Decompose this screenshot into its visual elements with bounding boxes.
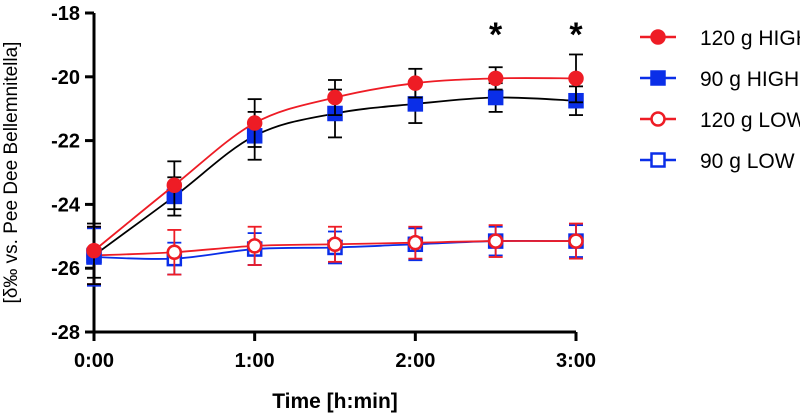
y-axis-title: [δ‰ vs. Pee Dee Bellemnitella] xyxy=(1,42,22,304)
y-tick-label: -22 xyxy=(51,131,80,153)
legend-item: 90 g HIGH xyxy=(640,68,799,91)
x-tick-label: 1:00 xyxy=(235,350,275,372)
legend-label: 120 g LOW xyxy=(700,109,800,132)
data-point xyxy=(407,75,424,91)
legend-item: 120 g HIGH xyxy=(640,27,800,50)
axes: -28 -26 -24 -22 -20 -18 0:00 1:00 2:00 3:00 xyxy=(51,3,596,372)
data-point xyxy=(246,238,263,254)
x-tick-label: 3:00 xyxy=(556,350,596,372)
legend-item: 90 g LOW xyxy=(640,150,795,173)
y-tick-label: -24 xyxy=(51,194,81,216)
data-point xyxy=(568,70,584,87)
data-point xyxy=(407,234,424,251)
series-120-g-high xyxy=(86,53,584,279)
legend-item: 120 g LOW xyxy=(640,109,800,132)
x-axis-title: Time [h:min] xyxy=(272,390,398,413)
data-point xyxy=(407,96,424,112)
significance-marker: * xyxy=(489,16,503,54)
series-layer: * * xyxy=(86,16,584,287)
data-point xyxy=(568,233,584,249)
x-tick-label: 0:00 xyxy=(74,350,114,372)
data-point xyxy=(166,244,183,260)
legend-marker xyxy=(650,152,666,168)
y-tick-label: -26 xyxy=(51,258,80,280)
y-tick-label: -20 xyxy=(51,67,80,89)
legend-label: 90 g LOW xyxy=(700,150,795,173)
data-point xyxy=(166,177,183,194)
data-point xyxy=(86,242,102,259)
data-point xyxy=(246,115,263,131)
data-point xyxy=(487,70,504,87)
data-point xyxy=(487,89,504,106)
y-tick-label: -18 xyxy=(51,3,80,25)
legend-label: 90 g HIGH xyxy=(700,68,799,91)
legend-marker xyxy=(650,70,666,86)
legend-marker xyxy=(650,111,666,127)
legend: 120 g HIGH 90 g HIGH 120 g LOW 90 g LOW xyxy=(640,27,800,173)
data-point xyxy=(327,236,343,253)
data-point xyxy=(487,233,504,249)
significance-marker: * xyxy=(569,16,583,54)
legend-label: 120 g HIGH xyxy=(700,27,800,50)
y-tick-label: -28 xyxy=(51,322,80,344)
data-point xyxy=(327,89,343,106)
legend-marker xyxy=(650,29,666,45)
x-tick-label: 2:00 xyxy=(395,350,435,372)
series-120-g-low xyxy=(86,222,584,286)
